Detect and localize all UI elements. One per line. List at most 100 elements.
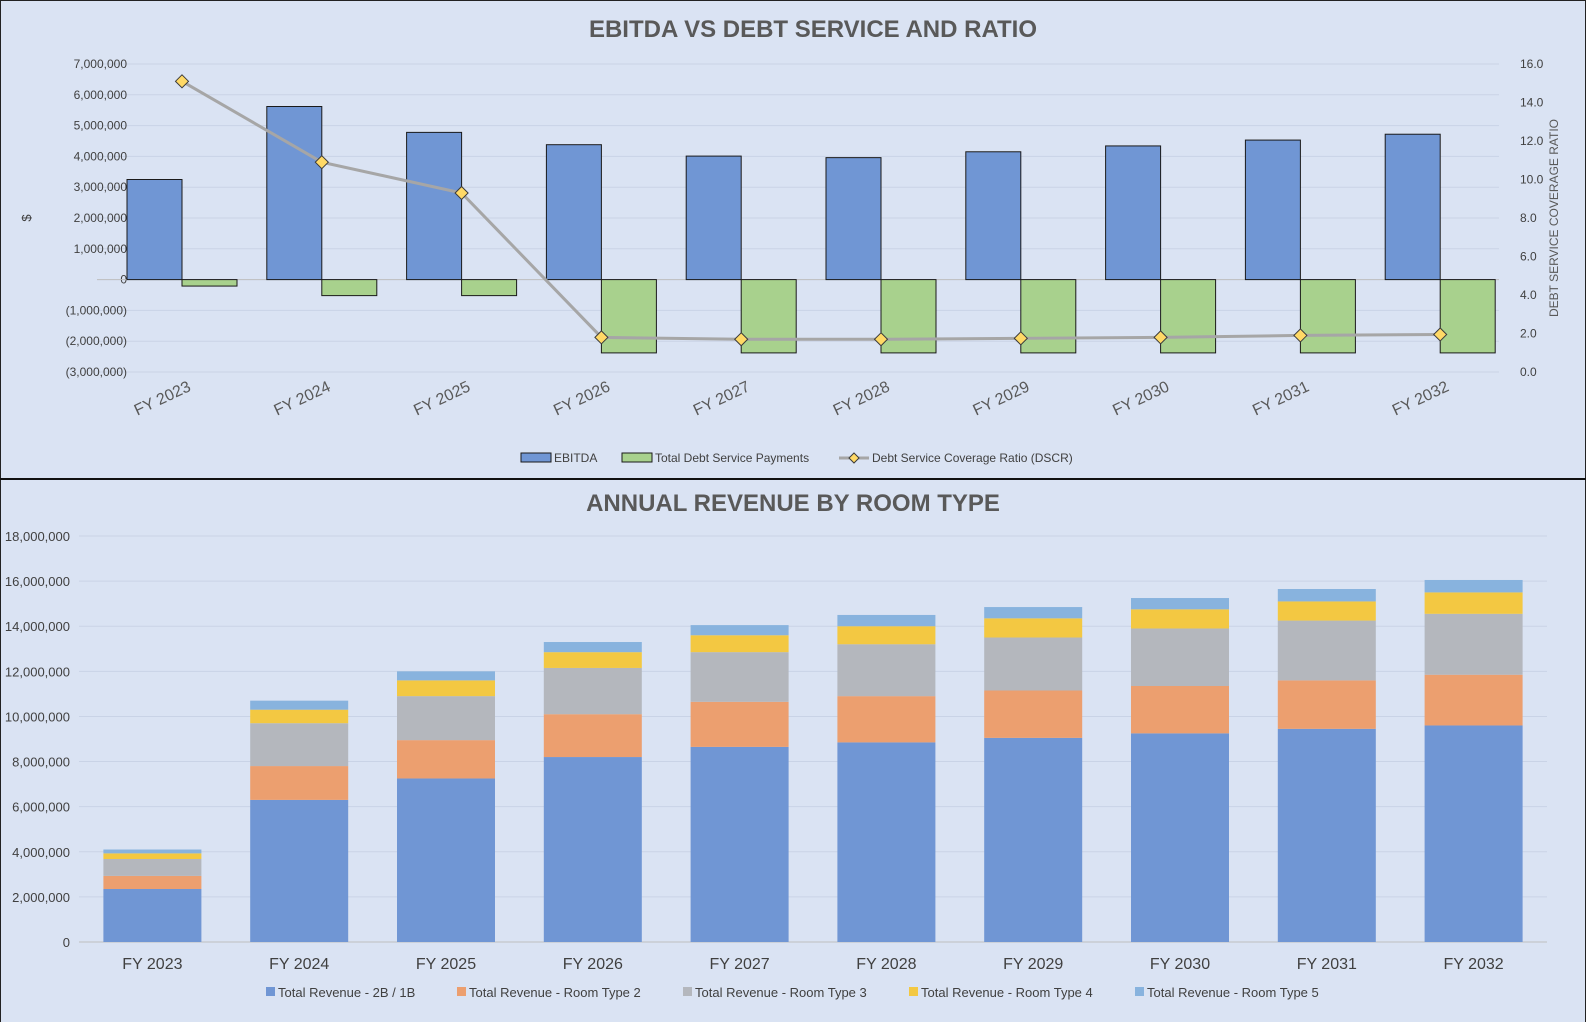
x-tick-label: FY 2030 bbox=[1150, 956, 1210, 973]
debt-service-bar bbox=[461, 279, 518, 297]
revenue-segment-4 bbox=[1424, 592, 1523, 614]
y2-axis-label: DEBT SERVICE COVERAGE RATIO bbox=[1547, 119, 1561, 317]
revenue-segment-5 bbox=[1131, 598, 1229, 610]
revenue-segment-3 bbox=[250, 723, 349, 767]
legend-swatch-debt-service bbox=[621, 452, 653, 463]
legend-label: EBITDA bbox=[554, 451, 597, 465]
revenue-segment-4 bbox=[984, 618, 1083, 638]
y2-tick-label: 12.0 bbox=[1520, 134, 1544, 148]
debt-service-bar bbox=[1160, 279, 1217, 354]
revenue-segment-3 bbox=[103, 858, 202, 876]
revenue-segment-3 bbox=[690, 652, 789, 702]
y-tick-label: 3,000,000 bbox=[74, 180, 128, 194]
legend-swatch-dscr-marker bbox=[848, 452, 860, 464]
y-tick-label: 2,000,000 bbox=[74, 211, 128, 225]
y2-tick-label: 10.0 bbox=[1520, 173, 1544, 187]
revenue-segment-1 bbox=[690, 746, 789, 942]
debt-service-bar bbox=[181, 279, 238, 287]
legend-label: Total Revenue - Room Type 2 bbox=[469, 985, 641, 1000]
debt-service-bar bbox=[600, 279, 657, 354]
ebitda-chart-panel: EBITDA VS DEBT SERVICE AND RATIO 7,000,00… bbox=[0, 0, 1586, 479]
legend-swatch-1 bbox=[266, 987, 275, 996]
revenue-segment-1 bbox=[1277, 728, 1376, 942]
y-tick-label: (1,000,000) bbox=[66, 303, 127, 317]
y-axis-label: $ bbox=[19, 214, 34, 222]
dscr-point bbox=[1013, 331, 1029, 346]
x-tick-label: FY 2028 bbox=[856, 956, 916, 973]
debt-service-bar bbox=[740, 279, 797, 354]
y-tick-label: 6,000,000 bbox=[74, 88, 128, 102]
dscr-line bbox=[181, 80, 1441, 341]
legend-label: Total Debt Service Payments bbox=[655, 451, 809, 465]
revenue-segment-1 bbox=[543, 757, 642, 942]
y2-tick-label: 4.0 bbox=[1520, 288, 1537, 302]
revenue-segment-5 bbox=[690, 625, 789, 636]
legend-swatch-2 bbox=[457, 987, 466, 996]
x-tick-label: FY 2025 bbox=[416, 956, 476, 973]
y-tick-label: 5,000,000 bbox=[74, 119, 128, 133]
y-tick-label: 4,000,000 bbox=[74, 149, 128, 163]
revenue-segment-2 bbox=[984, 690, 1083, 738]
revenue-segment-3 bbox=[1424, 613, 1523, 675]
debt-service-bar bbox=[880, 279, 937, 354]
y-tick-label: 16,000,000 bbox=[5, 574, 70, 589]
y-tick-label: 8,000,000 bbox=[12, 755, 70, 770]
dscr-point bbox=[174, 74, 190, 89]
x-tick-label: FY 2024 bbox=[272, 378, 334, 419]
legend-swatch-3 bbox=[683, 987, 692, 996]
x-tick-label: FY 2030 bbox=[1110, 378, 1172, 419]
dscr-point bbox=[873, 332, 889, 347]
dscr-point bbox=[314, 154, 330, 170]
revenue-segment-1 bbox=[837, 742, 936, 942]
revenue-segment-3 bbox=[1277, 620, 1376, 681]
y-tick-label: 12,000,000 bbox=[5, 664, 70, 679]
revenue-segment-5 bbox=[543, 642, 642, 653]
revenue-segment-4 bbox=[1277, 601, 1376, 621]
legend-label: Total Revenue - 2B / 1B bbox=[278, 985, 415, 1000]
revenue-segment-2 bbox=[837, 696, 936, 743]
legend-swatch-5 bbox=[1135, 987, 1144, 996]
legend-swatch-ebitda bbox=[520, 452, 552, 463]
y-tick-label: (2,000,000) bbox=[66, 334, 127, 348]
ebitda-bar bbox=[406, 131, 463, 281]
revenue-chart: ANNUAL REVENUE BY ROOM TYPE 18,000,000 16,… bbox=[5, 490, 1547, 1000]
revenue-segment-1 bbox=[250, 799, 349, 942]
x-tick-label: FY 2031 bbox=[1250, 378, 1312, 419]
y-tick-label: 14,000,000 bbox=[5, 619, 70, 634]
revenue-segment-2 bbox=[1277, 680, 1376, 729]
revenue-segment-1 bbox=[984, 737, 1083, 942]
revenue-segment-4 bbox=[397, 680, 495, 697]
y-tick-label: 2,000,000 bbox=[12, 890, 70, 905]
ebitda-chart: EBITDA VS DEBT SERVICE AND RATIO 7,000,00… bbox=[19, 16, 1561, 465]
revenue-segment-1 bbox=[103, 888, 202, 942]
revenue-segment-2 bbox=[543, 714, 642, 758]
revenue-segment-4 bbox=[837, 626, 936, 645]
y-tick-label: 4,000,000 bbox=[12, 845, 70, 860]
revenue-segment-5 bbox=[1277, 589, 1376, 602]
revenue-segment-1 bbox=[1131, 733, 1229, 942]
dscr-point bbox=[733, 332, 749, 347]
ebitda-bar bbox=[545, 144, 602, 281]
revenue-segment-4 bbox=[103, 853, 202, 859]
x-tick-label: FY 2028 bbox=[831, 378, 893, 419]
debt-service-bar bbox=[321, 279, 378, 297]
revenue-segment-2 bbox=[690, 701, 789, 747]
revenue-segment-5 bbox=[984, 607, 1083, 619]
ebitda-bar bbox=[685, 155, 742, 281]
panel-divider bbox=[0, 478, 1586, 480]
y-tick-label: 1,000,000 bbox=[74, 242, 128, 256]
debt-service-bar bbox=[1439, 279, 1496, 354]
y2-tick-label: 8.0 bbox=[1520, 211, 1537, 225]
ebitda-bar bbox=[1105, 145, 1162, 281]
dscr-point bbox=[1153, 330, 1168, 345]
ebitda-bar bbox=[126, 179, 183, 281]
legend-label: Debt Service Coverage Ratio (DSCR) bbox=[872, 451, 1073, 465]
revenue-segment-2 bbox=[397, 740, 495, 779]
y2-tick-label: 16.0 bbox=[1520, 57, 1544, 71]
x-tick-label: FY 2023 bbox=[122, 956, 182, 973]
legend-label: Total Revenue - Room Type 5 bbox=[1147, 985, 1319, 1000]
revenue-segment-5 bbox=[250, 700, 349, 710]
ebitda-bar bbox=[266, 106, 323, 281]
x-tick-label: FY 2024 bbox=[269, 956, 329, 973]
revenue-segment-4 bbox=[1131, 609, 1229, 629]
